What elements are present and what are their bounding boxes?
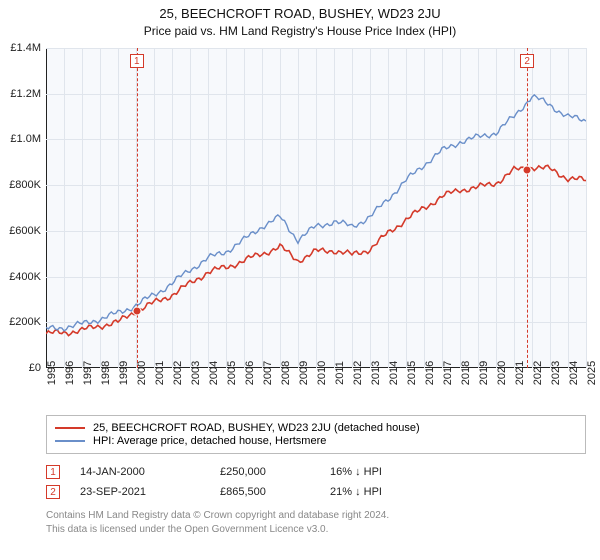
- x-tick-label: 2006: [244, 361, 256, 385]
- x-tick-label: 2013: [370, 361, 382, 385]
- x-tick-label: 2007: [262, 361, 274, 385]
- legend-swatch-price-paid: [55, 427, 85, 429]
- sales-table: 1 14-JAN-2000 £250,000 16% ↓ HPI 2 23-SE…: [46, 462, 586, 502]
- sale-dot-2: [523, 166, 532, 175]
- table-row: 1 14-JAN-2000 £250,000 16% ↓ HPI: [46, 462, 586, 482]
- sale-hpi: 16% ↓ HPI: [330, 466, 440, 478]
- x-tick-label: 2020: [496, 361, 508, 385]
- x-tick-label: 2005: [226, 361, 238, 385]
- x-tick-label: 1999: [118, 361, 130, 385]
- series-price_paid: [46, 165, 586, 335]
- x-tick-label: 2009: [298, 361, 310, 385]
- x-tick-label: 2022: [532, 361, 544, 385]
- sale-marker-2: 2: [46, 485, 60, 499]
- legend-swatch-hpi: [55, 440, 85, 442]
- x-tick-label: 1998: [100, 361, 112, 385]
- sale-date: 23-SEP-2021: [80, 486, 220, 498]
- y-tick-label: £1.2M: [10, 88, 41, 100]
- x-tick-label: 1997: [82, 361, 94, 385]
- y-tick-label: £400K: [9, 271, 41, 283]
- x-tick-label: 2011: [334, 361, 346, 385]
- x-tick-label: 2014: [388, 361, 400, 385]
- x-tick-label: 2023: [550, 361, 562, 385]
- x-tick-label: 2000: [136, 361, 148, 385]
- x-tick-label: 2024: [568, 361, 580, 385]
- x-tick-label: 1995: [46, 361, 58, 385]
- chart-area: 12 £0£200K£400K£600K£800K£1.0M£1.2M£1.4M…: [46, 48, 586, 368]
- sale-hpi: 21% ↓ HPI: [330, 486, 440, 498]
- x-tick-label: 2015: [406, 361, 418, 385]
- legend: 25, BEECHCROFT ROAD, BUSHEY, WD23 2JU (d…: [46, 415, 586, 454]
- sale-date: 14-JAN-2000: [80, 466, 220, 478]
- sale-price: £250,000: [220, 466, 330, 478]
- x-tick-label: 1996: [64, 361, 76, 385]
- license-text: Contains HM Land Registry data © Crown c…: [46, 509, 586, 536]
- chart-subtitle: Price paid vs. HM Land Registry's House …: [0, 24, 600, 38]
- x-tick-label: 2017: [442, 361, 454, 385]
- x-tick-label: 2010: [316, 361, 328, 385]
- gridline-v: [586, 48, 587, 368]
- legend-label-hpi: HPI: Average price, detached house, Hert…: [93, 435, 326, 447]
- sale-dot-1: [132, 306, 141, 315]
- x-tick-label: 2003: [190, 361, 202, 385]
- y-tick-label: £600K: [9, 225, 41, 237]
- table-row: 2 23-SEP-2021 £865,500 21% ↓ HPI: [46, 482, 586, 502]
- sale-marker-chart-2: 2: [520, 54, 534, 68]
- sale-marker-chart-1: 1: [130, 54, 144, 68]
- y-tick-label: £1.4M: [10, 42, 41, 54]
- sale-vline-1: [137, 48, 138, 368]
- x-tick-label: 2004: [208, 361, 220, 385]
- y-tick-label: £0: [29, 362, 41, 374]
- series-hpi: [46, 95, 586, 331]
- chart-title: 25, BEECHCROFT ROAD, BUSHEY, WD23 2JU: [0, 6, 600, 21]
- x-tick-label: 2012: [352, 361, 364, 385]
- y-tick-label: £200K: [9, 316, 41, 328]
- x-tick-label: 2008: [280, 361, 292, 385]
- x-tick-label: 2016: [424, 361, 436, 385]
- sale-price: £865,500: [220, 486, 330, 498]
- x-tick-label: 2001: [154, 361, 166, 385]
- x-tick-label: 2018: [460, 361, 472, 385]
- x-tick-label: 2021: [514, 361, 526, 385]
- x-tick-label: 2002: [172, 361, 184, 385]
- y-tick-label: £800K: [9, 179, 41, 191]
- y-tick-label: £1.0M: [10, 133, 41, 145]
- legend-label-price-paid: 25, BEECHCROFT ROAD, BUSHEY, WD23 2JU (d…: [93, 422, 420, 434]
- x-tick-label: 2025: [586, 361, 598, 385]
- x-tick-label: 2019: [478, 361, 490, 385]
- sale-vline-2: [527, 48, 528, 368]
- sale-marker-1: 1: [46, 465, 60, 479]
